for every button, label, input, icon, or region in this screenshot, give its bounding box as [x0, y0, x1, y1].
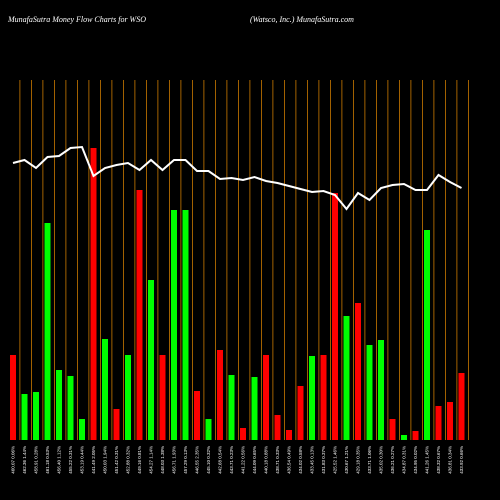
bar	[263, 355, 269, 440]
x-tick-label: 452.88 0.32%	[126, 446, 131, 474]
chart-title: MunafaSutra Money Flow Charts for WSO	[7, 15, 146, 24]
x-tick-label: 433.92 0.66%	[459, 446, 464, 474]
bar	[366, 345, 373, 440]
x-tick-label: 445.10 0.32%	[206, 446, 211, 474]
x-tick-label: 443.71 0.23%	[229, 446, 234, 474]
bar	[171, 210, 177, 440]
x-tick-label: 434.02 0.58%	[298, 446, 303, 474]
x-tick-label: 441.26 1.45%	[425, 446, 430, 474]
x-tick-label: 456.71 1.93%	[172, 446, 177, 474]
x-tick-label: 441.49 2.05%	[91, 446, 96, 474]
bar	[194, 391, 200, 440]
x-tick-label: 429.18 0.35%	[356, 446, 361, 474]
x-tick-label: 462.36 1.44%	[22, 446, 27, 474]
x-tick-label: 434.95 0.02%	[413, 446, 418, 474]
bar	[320, 355, 327, 440]
x-tick-label: 433.71 1.06%	[367, 446, 372, 474]
bar	[297, 386, 304, 440]
bar	[412, 431, 419, 440]
bar	[67, 376, 74, 440]
x-tick-label: 449.16 0.81%	[137, 446, 142, 474]
chart-subtitle: (Watsco, Inc.) MunafaSutra.com	[250, 15, 354, 24]
bar	[148, 280, 154, 440]
x-tick-label: 436.81 0.34%	[448, 446, 453, 474]
x-tick-label: 444.09 0.65%	[252, 446, 257, 474]
bar	[389, 419, 396, 440]
x-tick-label: 438.71 0.33%	[275, 446, 280, 474]
x-tick-label: 442.68 0.54%	[218, 446, 223, 474]
price-line	[12, 145, 462, 211]
x-tick-label: 456.40 1.12%	[57, 446, 62, 474]
bar	[113, 409, 120, 440]
x-tick-label: 446.55 2.35%	[195, 446, 200, 474]
x-tick-label: 454.27 1.14%	[149, 446, 154, 474]
bar	[458, 373, 465, 440]
x-tick-label: 450.03 1.94%	[103, 446, 108, 474]
x-tick-label: 438.32 0.67%	[436, 446, 441, 474]
bar	[33, 392, 39, 440]
bar	[217, 350, 223, 440]
bar	[44, 223, 51, 440]
x-tick-label: 453.19 0.44%	[80, 446, 85, 474]
bar	[309, 356, 315, 440]
bar	[10, 355, 16, 440]
bar	[228, 375, 235, 440]
x-tick-label: 434.87 0.31%	[402, 446, 407, 474]
bar	[159, 355, 166, 440]
x-tick-label: 448.03 1.38%	[160, 446, 165, 474]
bar	[286, 430, 292, 440]
x-tick-label: 433.45 0.13%	[310, 446, 315, 474]
x-tick-label: 441.22 0.56%	[241, 446, 246, 474]
x-tick-label: 458.91 0.28%	[34, 446, 39, 474]
bar	[435, 406, 442, 440]
x-tick-label: 451.42 0.31%	[114, 446, 119, 474]
bar	[424, 230, 430, 440]
bar	[355, 303, 361, 440]
bar	[274, 415, 281, 440]
bar	[21, 394, 28, 440]
bar	[343, 316, 350, 440]
bar	[102, 339, 108, 440]
x-tick-label: 436.21 0.27%	[390, 446, 395, 474]
x-tick-label: 435.02 0.30%	[379, 446, 384, 474]
bar	[136, 190, 143, 440]
bar	[332, 193, 338, 440]
x-tick-label: 430.67 1.21%	[344, 446, 349, 474]
x-tick-label: 440.18 0.88%	[264, 446, 269, 474]
x-tick-label: 436.54 0.49%	[287, 446, 292, 474]
bar	[251, 377, 258, 440]
x-tick-label: 461.18 0.53%	[45, 446, 50, 474]
bar	[182, 210, 189, 440]
bar	[56, 370, 62, 440]
bar	[401, 435, 407, 440]
bar	[447, 402, 453, 440]
bar	[125, 355, 131, 440]
bar	[240, 428, 246, 440]
x-tick-label: 460.07 0.06%	[11, 446, 16, 474]
x-tick-label: 457.29 0.13%	[183, 446, 188, 474]
bar	[79, 419, 85, 440]
x-tick-label: 425.52 1.46%	[333, 446, 338, 474]
x-tick-label: 455.22 0.31%	[68, 446, 73, 474]
bar	[90, 148, 97, 440]
bar	[378, 340, 384, 440]
bar	[205, 419, 212, 440]
x-tick-label: 431.83 0.37%	[321, 446, 326, 474]
